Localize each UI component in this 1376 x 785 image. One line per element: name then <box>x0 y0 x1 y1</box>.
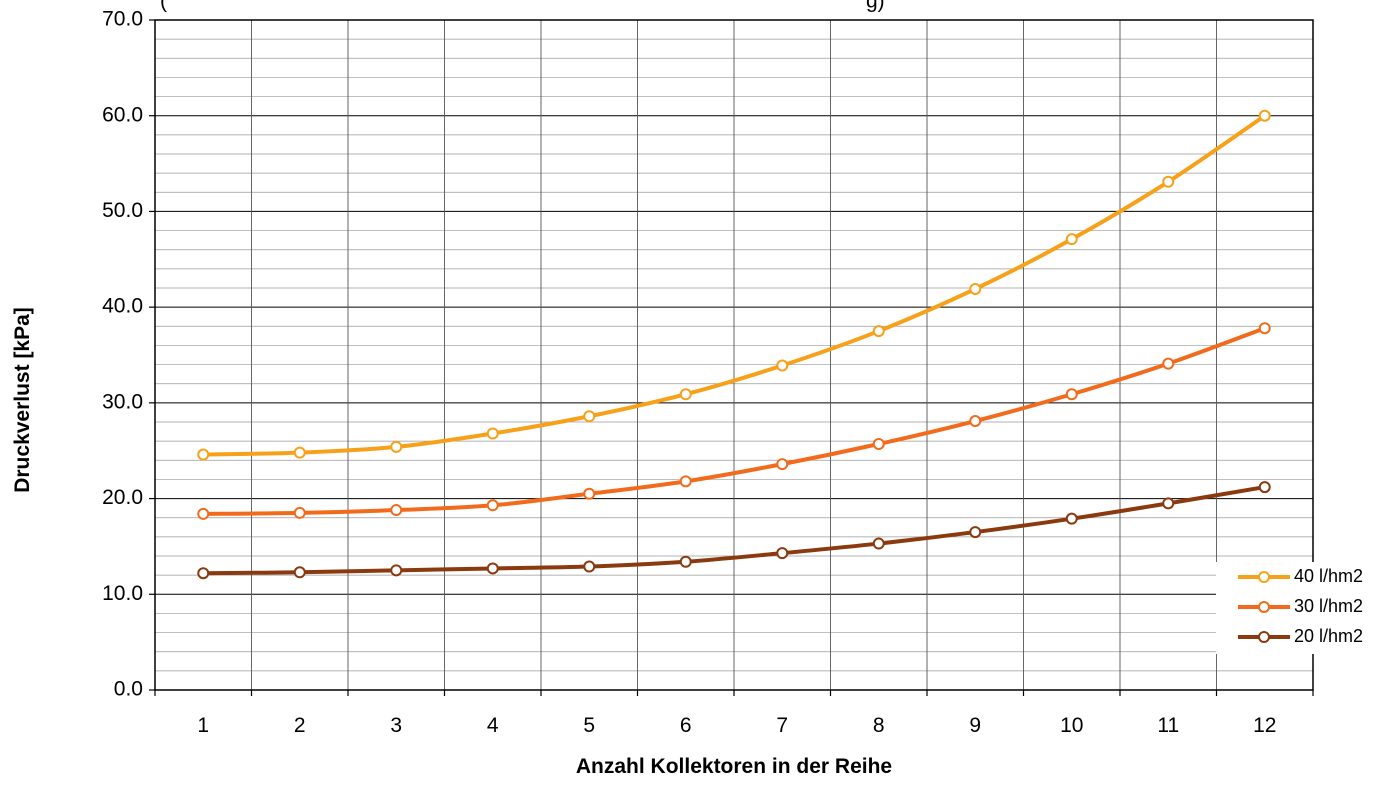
series-3 <box>197 481 1271 580</box>
data-point <box>1162 175 1175 188</box>
legend-label: 40 l/hm2 <box>1294 566 1363 586</box>
x-tick-label: 8 <box>873 714 885 737</box>
data-point <box>1162 357 1175 370</box>
data-point <box>969 415 982 428</box>
series-layer <box>197 109 1271 580</box>
y-tick-label: 40.0 <box>102 295 143 318</box>
legend-label: 30 l/hm2 <box>1294 596 1363 616</box>
legend-marker <box>1258 631 1270 643</box>
y-tick-label: 30.0 <box>102 390 143 413</box>
data-point <box>872 325 885 338</box>
data-point <box>679 555 692 568</box>
legend-label: 20 l/hm2 <box>1294 626 1363 646</box>
data-point <box>1065 512 1078 525</box>
data-point <box>293 446 306 459</box>
series-line <box>203 485 1266 576</box>
y-tick-label: 0.0 <box>114 678 143 701</box>
legend-item: 30 l/hm2 <box>1238 596 1363 616</box>
x-tick-label: 2 <box>294 714 306 737</box>
y-tick-label: 10.0 <box>102 582 143 605</box>
data-point <box>486 427 499 440</box>
data-point <box>486 562 499 575</box>
series-1 <box>197 109 1271 461</box>
x-tick-label: 9 <box>969 714 981 737</box>
data-point <box>390 504 403 517</box>
data-point <box>679 388 692 401</box>
data-point <box>679 475 692 488</box>
legend-marker <box>1258 571 1270 583</box>
data-point <box>872 438 885 451</box>
data-point <box>293 566 306 579</box>
data-point <box>969 282 982 295</box>
data-point <box>1258 481 1271 494</box>
y-tick-label: 70.0 <box>102 8 143 31</box>
data-point <box>583 487 596 500</box>
legend-item: 40 l/hm2 <box>1238 566 1363 586</box>
x-tick-label: 1 <box>197 714 209 737</box>
data-point <box>197 448 210 461</box>
data-point <box>776 547 789 560</box>
data-point <box>1065 388 1078 401</box>
data-point <box>583 410 596 423</box>
data-point <box>293 506 306 519</box>
x-tick-label: 3 <box>390 714 402 737</box>
x-tick-label: 10 <box>1060 714 1083 737</box>
chart-title-right: g) <box>866 0 885 13</box>
y-tick-label: 60.0 <box>102 103 143 126</box>
legend: 40 l/hm2 30 l/hm2 20 l/hm2 <box>1216 562 1376 654</box>
data-point <box>390 440 403 453</box>
y-axis: 0.0 10.0 20.0 30.0 40.0 50.0 60.0 70.0 <box>102 8 155 701</box>
data-point <box>872 537 885 550</box>
y-axis-title: Druckverlust [kPa] <box>11 307 34 493</box>
data-point <box>776 458 789 471</box>
data-point <box>1258 109 1271 122</box>
data-point <box>486 499 499 512</box>
x-axis-title: Anzahl Kollektoren in der Reihe <box>576 755 892 778</box>
chart-grid <box>155 20 1313 690</box>
data-point <box>776 359 789 372</box>
y-tick-label: 20.0 <box>102 486 143 509</box>
chart-title-left: ( <box>160 0 167 13</box>
x-axis: 1 2 3 4 5 6 7 8 9 10 11 12 <box>154 690 1314 737</box>
data-point <box>197 507 210 520</box>
legend-item: 20 l/hm2 <box>1238 626 1363 646</box>
legend-marker <box>1258 601 1270 613</box>
x-tick-label: 12 <box>1253 714 1276 737</box>
data-point <box>1162 497 1175 510</box>
series-2 <box>197 322 1271 520</box>
data-point <box>390 564 403 577</box>
data-point <box>1258 322 1271 335</box>
x-tick-label: 4 <box>487 714 499 737</box>
x-tick-label: 11 <box>1157 714 1179 737</box>
x-tick-label: 5 <box>583 714 595 737</box>
x-tick-label: 7 <box>776 714 788 737</box>
data-point <box>197 567 210 580</box>
data-point <box>1065 233 1078 246</box>
data-point <box>583 560 596 573</box>
y-tick-label: 50.0 <box>102 199 143 222</box>
data-point <box>969 526 982 539</box>
x-tick-label: 6 <box>680 714 692 737</box>
